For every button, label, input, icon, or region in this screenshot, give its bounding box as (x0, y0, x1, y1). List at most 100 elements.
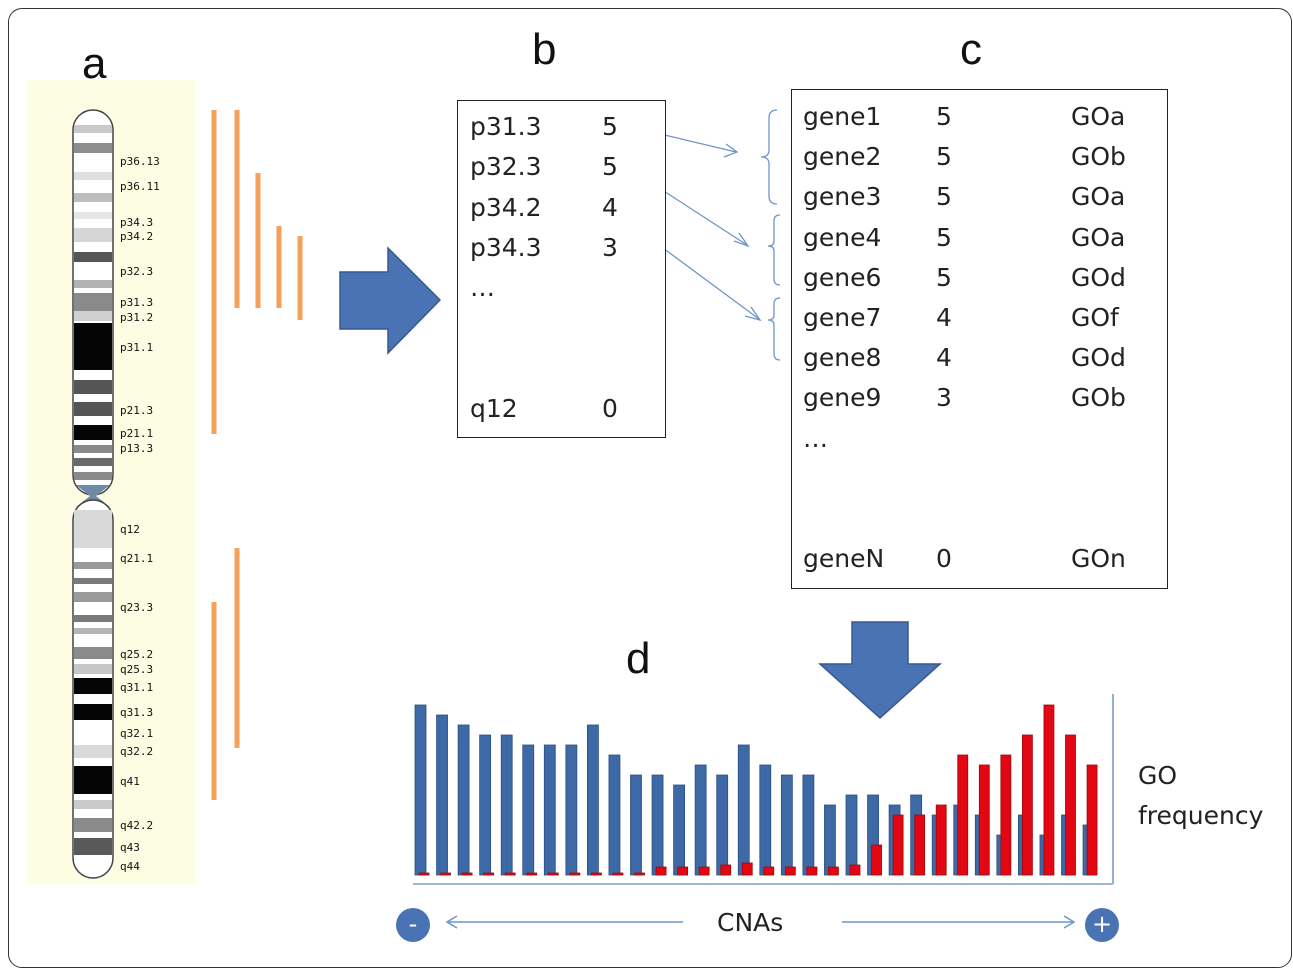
bracket-icon (767, 214, 781, 286)
band-label: p21.3 (120, 404, 154, 417)
region-count: 0 (602, 394, 618, 423)
panel-label-a: a (82, 39, 107, 88)
region-band: p31.3 (470, 112, 542, 141)
red-bar (526, 872, 538, 876)
red-bar (957, 754, 969, 876)
blue-bar (479, 734, 492, 876)
red-bar (784, 866, 796, 876)
gene-go-term: GOb (1071, 383, 1126, 412)
gene-name: gene7 (803, 303, 882, 332)
red-bar (1065, 734, 1076, 876)
gene-name: gene6 (803, 263, 882, 292)
region-band: p34.3 (470, 233, 542, 262)
blue-bar (824, 804, 836, 876)
band-label: q44 (120, 860, 140, 873)
blue-bar (737, 744, 750, 876)
red-bar (461, 872, 473, 876)
gene-go-term: GOa (1071, 182, 1126, 211)
red-bar (828, 866, 839, 876)
gene-go-term: GOa (1071, 223, 1126, 252)
red-bar (698, 866, 710, 876)
red-bar (892, 814, 904, 876)
go-frequency-histogram (414, 704, 1098, 876)
red-bar (1022, 734, 1033, 876)
red-bar (849, 864, 861, 876)
blue-bar (436, 714, 448, 876)
gene-ellipsis: … (803, 424, 828, 453)
gene-go-term: GOd (1071, 343, 1126, 372)
blue-bar (414, 704, 427, 876)
gene-name: gene1 (803, 102, 882, 131)
chromosome-q-arm (72, 499, 114, 879)
bracket-icon (760, 109, 778, 205)
gene-count: 5 (936, 263, 952, 292)
band-label: q32.1 (120, 727, 154, 740)
y-axis-label-line1: GO (1138, 761, 1178, 790)
blue-bar (500, 734, 513, 876)
gene-count: 5 (936, 102, 952, 131)
red-bar (720, 864, 732, 876)
gene-count: 5 (936, 142, 952, 171)
gene-name: gene9 (803, 383, 882, 412)
gene-table (791, 89, 1168, 589)
red-bar (504, 872, 516, 876)
arrowhead-icon (723, 143, 739, 158)
red-bar (741, 862, 753, 876)
red-bar (1086, 764, 1098, 876)
gene-go-term: GOd (1071, 263, 1126, 292)
region-band: p34.2 (470, 193, 542, 222)
band-label: q43 (120, 841, 140, 854)
panel-label-b: b (532, 25, 557, 74)
blue-bar (587, 724, 599, 876)
blue-bar (522, 744, 535, 876)
band-label: p36.11 (120, 180, 160, 193)
gene-count: 0 (936, 544, 952, 573)
red-bar (440, 872, 451, 876)
red-bar (1043, 704, 1055, 876)
blue-bar (651, 774, 664, 876)
panel-label-c: c (960, 25, 982, 74)
gene-name: geneN (803, 544, 885, 573)
region-count: 5 (602, 112, 618, 141)
blue-bar (673, 784, 685, 876)
band-label: q31.3 (120, 706, 154, 719)
region-table (457, 100, 666, 438)
gene-name: gene3 (803, 182, 882, 211)
blue-bar (630, 774, 642, 876)
gene-name: gene8 (803, 343, 882, 372)
blue-bar (608, 754, 621, 876)
red-bar (1000, 754, 1012, 876)
region-ellipsis: … (470, 273, 495, 302)
red-bar (871, 844, 882, 876)
minus-icon: - (396, 908, 430, 942)
region-band: p32.3 (470, 152, 542, 181)
bracket-icon (767, 297, 781, 361)
red-bar (763, 866, 775, 876)
cna-axis (445, 915, 1076, 929)
band-label: q23.3 (120, 601, 154, 614)
x-axis-label: CNAs (717, 908, 784, 937)
blue-bar (802, 774, 815, 876)
red-bar (914, 814, 926, 876)
gene-name: gene2 (803, 142, 882, 171)
red-bar (634, 872, 645, 876)
band-label: q25.3 (120, 663, 154, 676)
band-label: q12 (120, 523, 140, 536)
band-label: p31.2 (120, 311, 154, 324)
blue-bar (694, 764, 707, 876)
band-label: p34.2 (120, 230, 154, 243)
blue-bar (716, 774, 729, 876)
band-label: p31.3 (120, 296, 154, 309)
band-label: p21.1 (120, 427, 154, 440)
red-bar (612, 872, 624, 876)
arrow-right-icon (339, 246, 442, 355)
red-bar (418, 872, 430, 876)
cna-segments (211, 110, 303, 800)
band-label: q25.2 (120, 648, 154, 661)
band-label: p31.1 (120, 341, 154, 354)
red-bar (978, 764, 990, 876)
blue-bar (457, 724, 470, 876)
band-label: q31.1 (120, 681, 154, 694)
blue-bar (759, 764, 772, 876)
region-count: 3 (602, 233, 618, 262)
